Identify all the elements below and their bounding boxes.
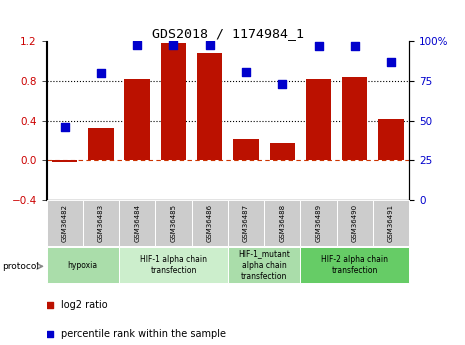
Text: percentile rank within the sample: percentile rank within the sample: [61, 329, 226, 339]
Bar: [337, 200, 373, 246]
Point: [242, 69, 250, 74]
Bar: [46, 247, 119, 283]
Bar: [264, 200, 300, 246]
Point: [387, 59, 395, 65]
Bar: [119, 200, 155, 246]
Text: GSM36486: GSM36486: [207, 204, 213, 242]
Title: GDS2018 / 1174984_1: GDS2018 / 1174984_1: [152, 27, 304, 40]
Point: [61, 124, 68, 130]
Bar: [228, 247, 300, 283]
Bar: [192, 200, 228, 246]
Text: GSM36488: GSM36488: [279, 204, 285, 242]
Text: HIF-1_mutant
alpha chain
transfection: HIF-1_mutant alpha chain transfection: [238, 249, 290, 281]
Bar: [161, 43, 186, 160]
Point: [97, 70, 105, 76]
Point: [46, 303, 54, 308]
Bar: [52, 160, 77, 162]
Text: hypoxia: hypoxia: [68, 260, 98, 269]
Bar: [228, 200, 264, 246]
Bar: [300, 200, 337, 246]
Text: GSM36485: GSM36485: [171, 204, 176, 242]
Point: [279, 81, 286, 87]
Bar: [342, 77, 367, 160]
Point: [315, 43, 322, 49]
Text: GSM36490: GSM36490: [352, 204, 358, 242]
Bar: [306, 79, 331, 160]
Text: HIF-2 alpha chain
transfection: HIF-2 alpha chain transfection: [321, 255, 388, 275]
Bar: [88, 128, 113, 160]
Text: GSM36483: GSM36483: [98, 204, 104, 242]
Bar: [233, 139, 259, 160]
Bar: [270, 142, 295, 160]
Text: GSM36482: GSM36482: [62, 204, 67, 242]
Bar: [197, 53, 222, 160]
Bar: [119, 247, 228, 283]
Bar: [379, 119, 404, 160]
Point: [46, 332, 54, 337]
Text: protocol: protocol: [2, 262, 40, 271]
Text: GSM36491: GSM36491: [388, 204, 394, 242]
Bar: [46, 200, 83, 246]
Bar: [83, 200, 119, 246]
Point: [170, 42, 177, 47]
Text: log2 ratio: log2 ratio: [61, 300, 107, 310]
Point: [351, 43, 359, 49]
Point: [206, 42, 213, 47]
Text: GSM36489: GSM36489: [316, 204, 321, 242]
Bar: [300, 247, 409, 283]
Text: GSM36487: GSM36487: [243, 204, 249, 242]
Bar: [373, 200, 409, 246]
Bar: [125, 79, 150, 160]
Text: GSM36484: GSM36484: [134, 204, 140, 242]
Text: HIF-1 alpha chain
transfection: HIF-1 alpha chain transfection: [140, 255, 207, 275]
Point: [133, 42, 141, 47]
Bar: [155, 200, 192, 246]
